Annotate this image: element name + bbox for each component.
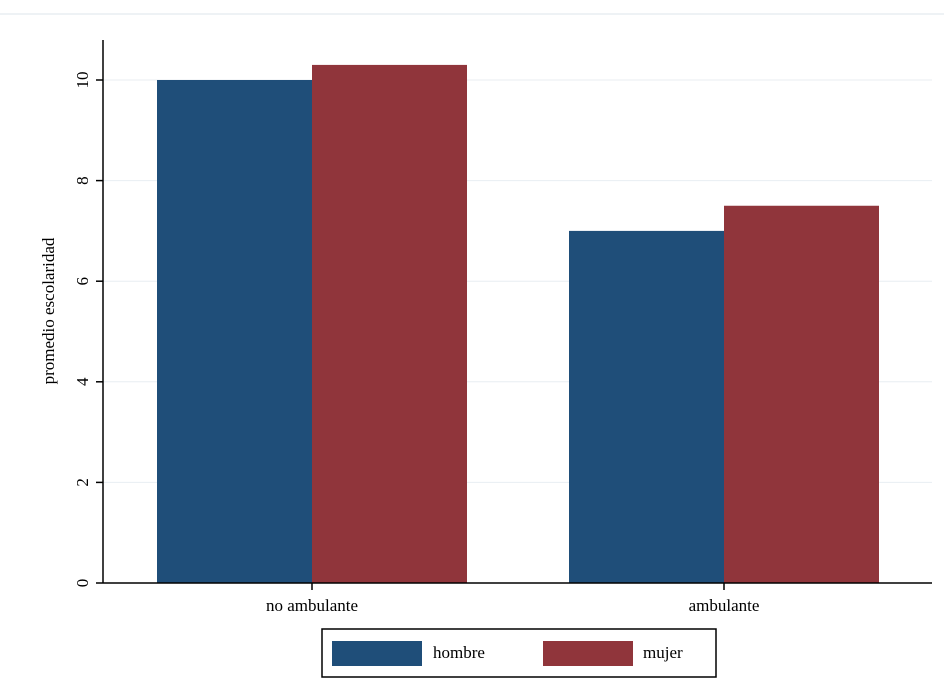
y-tick-label: 8: [73, 176, 92, 185]
legend-swatch-mujer: [543, 641, 633, 666]
x-category-label: no ambulante: [266, 596, 358, 615]
axes: [102, 40, 932, 584]
y-tick-label: 0: [73, 579, 92, 588]
y-tick-label: 4: [73, 377, 92, 386]
bars: [157, 64, 879, 583]
bar-mujer-0: [312, 64, 467, 583]
x-category-labels: no ambulante ambulante: [266, 583, 759, 615]
legend: hombre mujer: [321, 628, 717, 678]
y-tick-label: 10: [73, 72, 92, 89]
bar-mujer-1: [724, 205, 879, 583]
bar-hombre-0: [157, 80, 312, 583]
y-ticks: 0 2 4 6 8 10: [73, 72, 103, 588]
y-axis-title: promedio escolaridad: [39, 237, 58, 384]
legend-label-hombre: hombre: [433, 643, 485, 662]
y-tick-label: 2: [73, 478, 92, 487]
legend-swatch-hombre: [332, 641, 422, 666]
y-tick-label: 6: [73, 277, 92, 286]
x-category-label: ambulante: [689, 596, 760, 615]
bar-hombre-1: [569, 230, 724, 583]
legend-label-mujer: mujer: [643, 643, 683, 662]
